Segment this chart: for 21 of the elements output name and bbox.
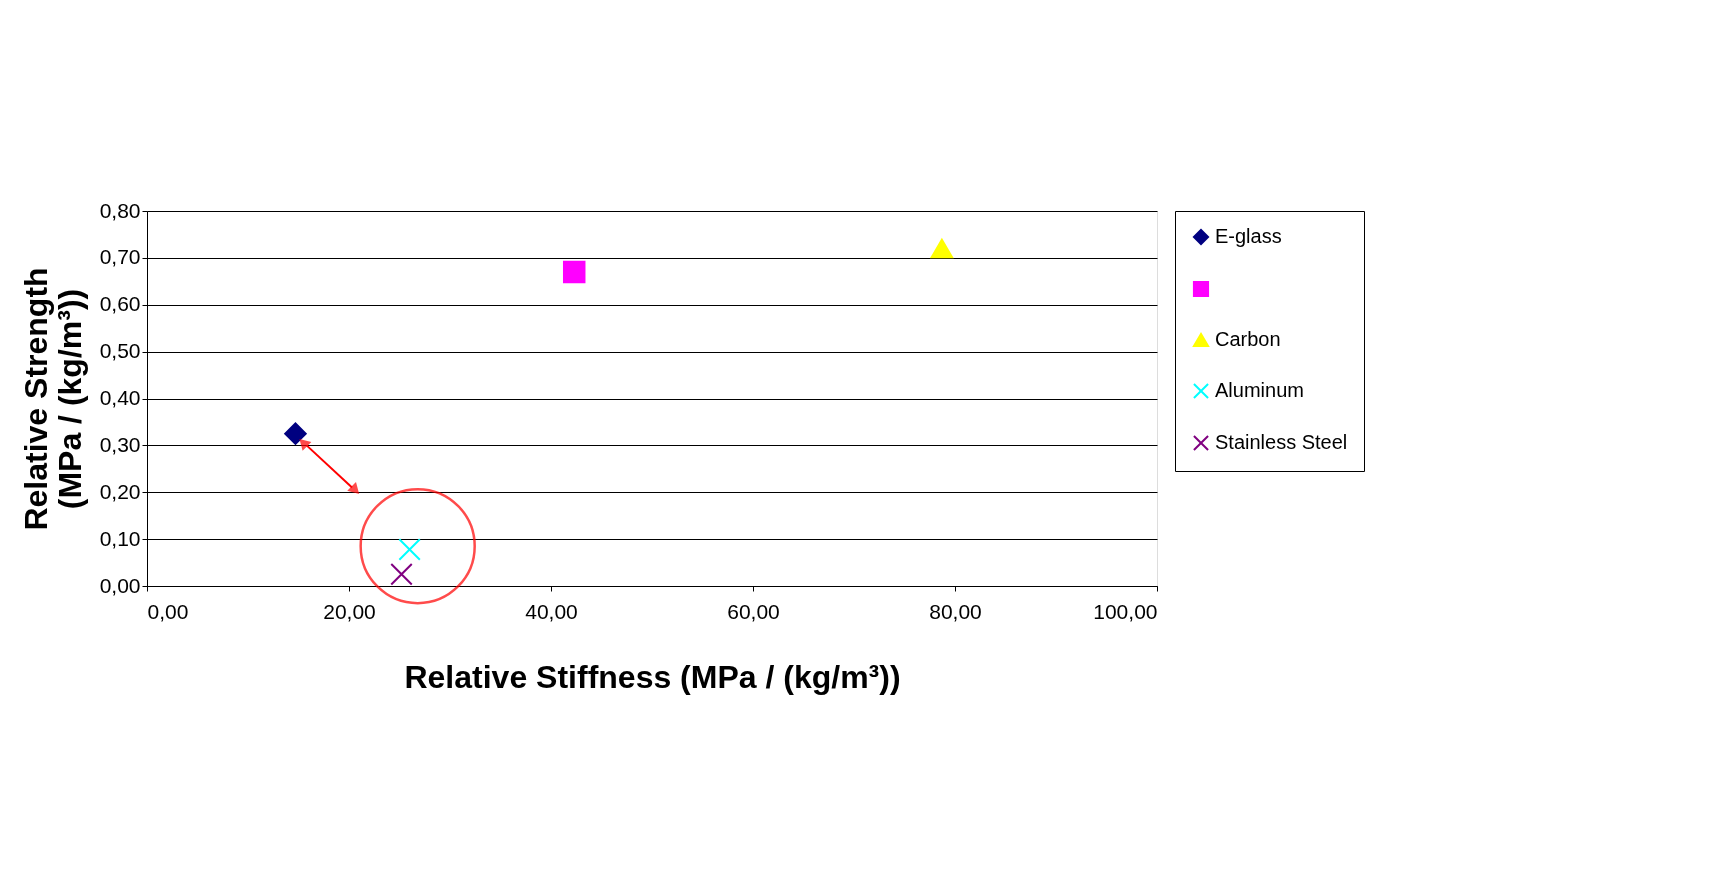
- x-tick-label: 0,00: [147, 599, 189, 623]
- x-tick-label: 40,00: [525, 599, 578, 623]
- legend-label: E-glass: [1215, 225, 1282, 247]
- legend-label: Stainless Steel: [1215, 431, 1348, 453]
- x-tick-label: 60,00: [727, 599, 780, 623]
- y-tick-label: 0,60: [99, 292, 141, 316]
- y-tick-label: 0,00: [99, 573, 141, 597]
- legend-label: Aluminum: [1215, 379, 1304, 401]
- legend-label: Carbon: [1215, 328, 1281, 350]
- y-tick-label: 0,30: [99, 432, 141, 456]
- x-axis-title: Relative Stiffness (MPa / (kg/m³)): [404, 658, 901, 695]
- y-tick-label: 0,50: [99, 339, 141, 363]
- x-tick-label: 80,00: [929, 599, 982, 623]
- y-tick-label: 0,70: [99, 245, 141, 269]
- y-tick-label: 0,20: [99, 479, 141, 503]
- y-tick-label: 0,10: [99, 526, 141, 550]
- y-tick-label: 0,80: [99, 198, 141, 222]
- x-tick-label: 100,00: [1093, 599, 1158, 623]
- y-tick-label: 0,40: [99, 386, 141, 409]
- y-axis-title: Relative Strength (MPa / (kg/m³)): [17, 267, 88, 531]
- x-tick-label: 20,00: [323, 599, 376, 623]
